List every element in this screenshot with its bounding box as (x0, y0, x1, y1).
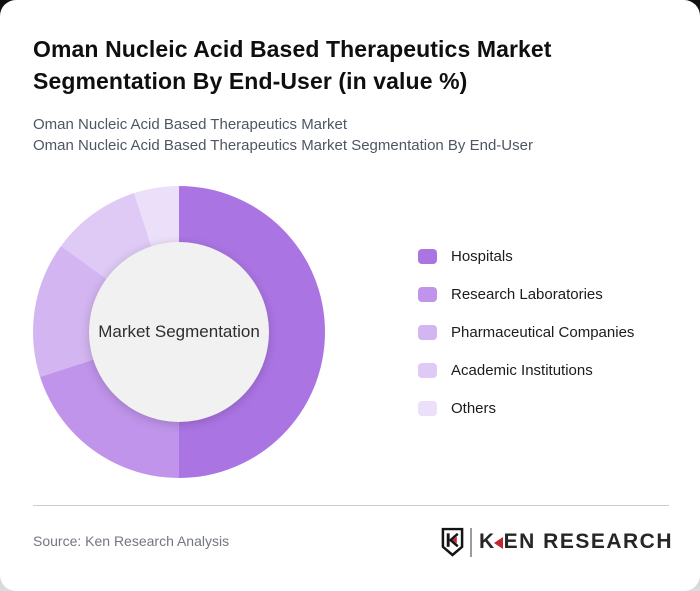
logo-letter-k: K (478, 530, 496, 553)
subtitle-line-2: Oman Nucleic Acid Based Therapeutics Mar… (33, 137, 533, 154)
legend-swatch-icon (418, 286, 437, 302)
legend-swatch-icon (418, 362, 437, 378)
shield-k-icon (441, 527, 464, 557)
logo-wordmark: K EN RESEARCH (479, 530, 673, 554)
logo-divider-bar (469, 527, 472, 557)
page-title: Oman Nucleic Acid Based Therapeutics Mar… (33, 36, 552, 94)
legend-label: Others (451, 399, 497, 417)
legend-swatch-icon (418, 248, 437, 264)
logo-red-triangle-icon (493, 537, 503, 549)
legend-item-academic-institutions: Academic Institutions (418, 351, 634, 389)
legend-item-research-laboratories: Research Laboratories (418, 275, 634, 313)
legend-label: Hospitals (451, 247, 513, 265)
footer-divider (33, 505, 669, 506)
subtitle-block: Oman Nucleic Acid Based Therapeutics Mar… (33, 114, 673, 156)
legend-label: Research Laboratories (451, 285, 603, 303)
source-text: Source: Ken Research Analysis (33, 533, 230, 549)
legend-item-hospitals: Hospitals (418, 237, 634, 275)
legend-swatch-icon (418, 400, 437, 416)
legend-label: Academic Institutions (451, 361, 593, 379)
legend-label: Pharmaceutical Companies (451, 323, 635, 341)
donut-chart: Market Segmentation (33, 186, 325, 478)
logo-letters-rest: EN RESEARCH (503, 530, 673, 553)
legend-swatch-icon (418, 324, 437, 340)
legend-item-others: Others (418, 389, 634, 427)
ken-research-logo: K EN RESEARCH (441, 527, 673, 557)
subtitle-line-1: Oman Nucleic Acid Based Therapeutics Mar… (33, 116, 348, 133)
donut-center-label: Market Segmentation (98, 322, 260, 341)
donut-hole: Market Segmentation (89, 242, 269, 422)
chart-legend: Hospitals Research Laboratories Pharmaceut… (418, 237, 634, 427)
legend-item-pharmaceutical-companies: Pharmaceutical Companies (418, 313, 634, 351)
